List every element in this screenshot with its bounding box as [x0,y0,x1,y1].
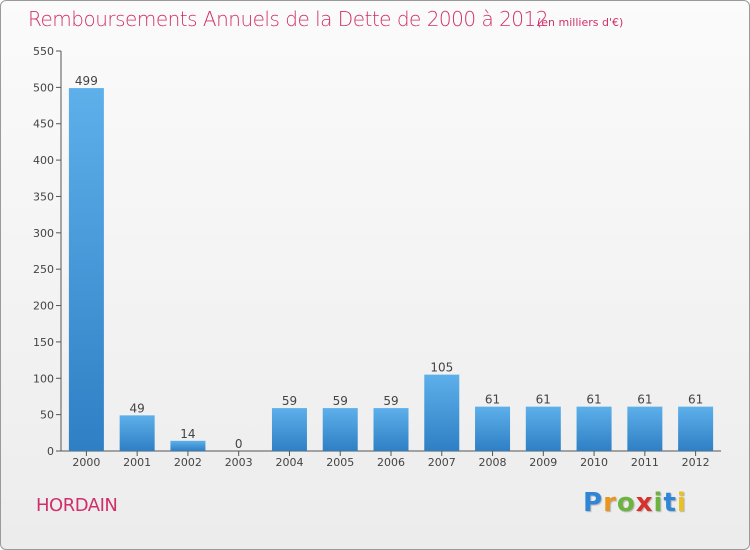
bar-2001 [119,415,155,451]
y-tick-label: 250 [33,263,54,276]
x-tick-label-2006: 2006 [377,456,405,469]
logo-letter: t [663,488,677,518]
logo-letter: i [676,488,687,518]
logo-letter: P [583,488,604,518]
proxiti-logo[interactable]: Proxiti [583,488,687,518]
bar-2000 [68,88,104,451]
data-label-2002: 14 [180,427,195,441]
bar-2006 [373,408,409,451]
y-tick-label: 400 [33,154,54,167]
data-label-2003: 0 [235,437,243,451]
data-label-2007: 105 [430,361,453,375]
y-tick-label: 300 [33,227,54,240]
data-label-2006: 59 [383,394,398,408]
y-tick-label: 500 [33,81,54,94]
data-label-2001: 49 [130,401,145,415]
y-tick-label: 200 [33,300,54,313]
bar-chart: 0 50 100 150 200 250 300 350 400 450 500 550 2000 49… [33,45,721,469]
y-tick-label: 150 [33,336,54,349]
bar-2007 [424,374,460,451]
bar-2004 [271,408,307,451]
x-tick-label-2012: 2012 [682,456,710,469]
x-tick-label-2003: 2003 [225,456,253,469]
bar-2011 [627,406,663,451]
y-tick-label: 100 [33,372,54,385]
x-tick-label-2007: 2007 [428,456,456,469]
data-label-2004: 59 [282,394,297,408]
logo-letter: o [616,488,636,518]
y-tick-label: 550 [33,45,54,58]
data-label-2005: 59 [333,394,348,408]
chart-title: Remboursements Annuels de la Dette de 20… [28,7,548,31]
x-tick-label-2004: 2004 [275,456,303,469]
bar-2002 [170,440,206,451]
y-tick-label: 0 [47,445,54,458]
data-label-2012: 61 [688,393,703,407]
data-label-2000: 499 [75,74,98,88]
bar-2012 [678,406,714,451]
logo-letter: r [603,488,617,518]
x-tick-label-2001: 2001 [123,456,151,469]
y-tick-label: 50 [40,409,54,422]
data-label-2009: 61 [536,393,551,407]
y-tick-label: 350 [33,190,54,203]
chart-subtitle: (en milliers d'€) [537,16,624,29]
x-tick-label-2010: 2010 [580,456,608,469]
bar-2009 [525,406,561,451]
logo-letter: x [635,488,654,518]
data-label-2010: 61 [586,393,601,407]
bar-2008 [475,406,511,451]
x-tick-label-2011: 2011 [631,456,659,469]
bar-2010 [576,406,612,451]
x-tick-label-2009: 2009 [529,456,557,469]
bar-2005 [322,408,358,451]
town-name: HORDAIN [36,495,118,516]
y-tick-label: 450 [33,118,54,131]
data-label-2011: 61 [637,393,652,407]
x-tick-label-2000: 2000 [72,456,100,469]
x-tick-label-2008: 2008 [479,456,507,469]
data-label-2008: 61 [485,393,500,407]
x-tick-label-2005: 2005 [326,456,354,469]
logo-letter: i [653,488,664,518]
x-tick-label-2002: 2002 [174,456,202,469]
